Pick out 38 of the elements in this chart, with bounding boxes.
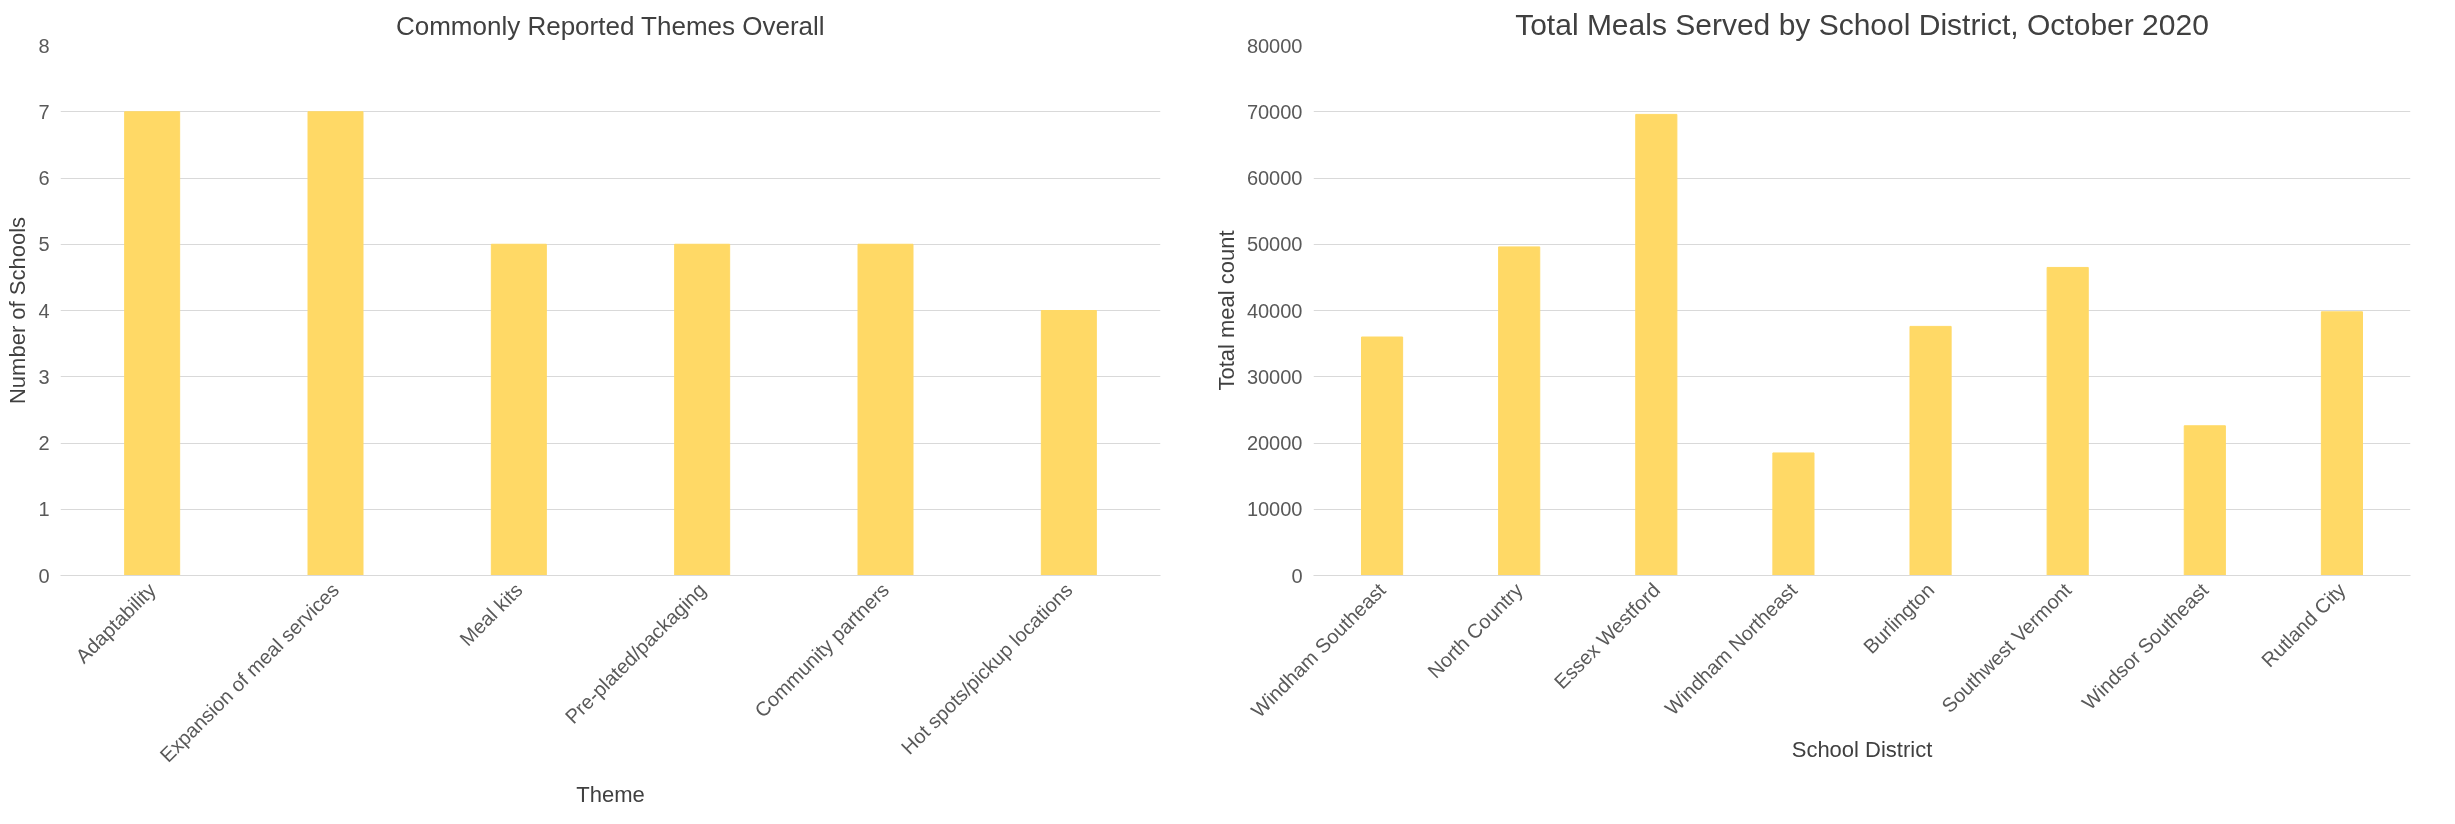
y-tick-label: 10000 [1246, 498, 1303, 521]
y-tick-label: 60000 [1246, 167, 1303, 189]
bar [2320, 311, 2364, 576]
x-axis-title: School District [1791, 737, 1933, 763]
y-tick-label: 6 [38, 167, 50, 189]
y-tick-label: 2 [38, 432, 50, 454]
bar [1040, 310, 1097, 576]
y-tick-label: 3 [38, 365, 50, 388]
chart-title: Commonly Reported Themes Overall [395, 10, 825, 41]
y-axis-title: Total meal count [1213, 230, 1239, 391]
y-tick-label: 0 [1291, 564, 1303, 587]
y-tick-label: 40000 [1246, 299, 1303, 322]
y-tick-label: 20000 [1246, 432, 1303, 454]
bar [490, 243, 547, 576]
bar [307, 111, 364, 576]
y-tick-label: 1 [38, 498, 50, 521]
bar [2046, 266, 2089, 576]
bar [2183, 425, 2226, 576]
bar [1635, 113, 1678, 576]
bar [674, 243, 731, 576]
y-tick-label: 5 [38, 233, 50, 256]
y-tick-label: 50000 [1246, 233, 1303, 256]
bar [1909, 325, 1952, 576]
y-tick-label: 0 [38, 564, 50, 587]
y-tick-label: 7 [38, 100, 50, 123]
bar [1498, 246, 1541, 576]
bar [857, 243, 914, 576]
y-tick-label: 30000 [1246, 365, 1303, 388]
bar [1772, 452, 1815, 576]
bar [124, 111, 181, 576]
y-axis-title: Number of Schools [5, 216, 31, 405]
chart-title: Total Meals Served by School District, October 2020 [1515, 7, 2209, 41]
y-tick-label: 80000 [1246, 34, 1303, 57]
x-axis-title: Theme [576, 782, 645, 808]
bar [1360, 336, 1404, 576]
y-tick-label: 8 [38, 34, 50, 57]
y-tick-label: 70000 [1246, 100, 1303, 123]
y-tick-label: 4 [38, 299, 50, 322]
